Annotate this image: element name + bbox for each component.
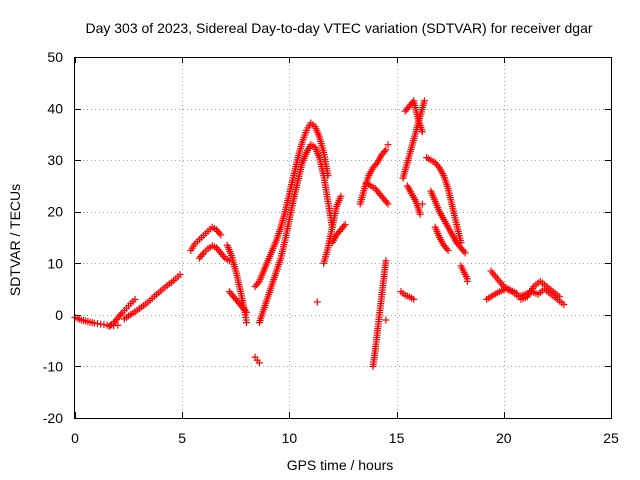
x-tick-label: 25 [603,430,619,446]
data-point [383,198,391,206]
x-tick-label: 5 [178,430,186,446]
data-point [380,148,388,156]
series-seg-b [105,295,139,330]
chart-title: Day 303 of 2023, Sidereal Day-to-day VTE… [85,20,592,36]
data-point [220,252,228,260]
data-point [410,295,418,303]
data-point [198,251,206,259]
data-point [560,301,568,309]
data-point [418,200,426,208]
series-seg-o [369,257,390,370]
data-point [243,319,251,327]
data-point [384,141,392,149]
data-point [176,271,184,279]
series-seg-s [401,97,426,136]
data-point [556,293,564,301]
data-point [341,221,349,229]
data-point [114,321,122,329]
series-seg-u [423,154,465,247]
data-point [382,146,390,154]
data-point [255,359,263,367]
y-tick-label: 30 [47,152,63,168]
series-seg-g [225,288,251,316]
grid [75,57,611,418]
plot-frame [74,57,612,419]
data-point [340,222,348,230]
series-seg-w [431,223,452,254]
data-point [434,162,442,170]
x-tick-label: 15 [389,430,405,446]
series-seg-h [251,353,263,367]
y-tick-label: 20 [47,204,63,220]
y-tick-label: -10 [43,358,63,374]
data-point [461,249,469,257]
x-tick-label: 0 [71,430,79,446]
x-axis-label: GPS time / hours [287,457,394,473]
series-seg-i [251,119,332,290]
series-seg-ab [313,200,471,306]
data-point [460,247,468,255]
data-point [241,307,249,315]
y-tick-label: 50 [47,49,63,65]
series-seg-x [457,262,471,283]
data-point [420,97,428,105]
series-seg-aa [517,277,564,303]
data-point [384,200,392,208]
data-point [444,246,452,254]
data-point [131,295,139,303]
series-seg-l [328,221,349,247]
series-seg-d [187,223,225,254]
series-seg-c [120,271,184,323]
data-points [71,97,568,370]
data-point [217,231,225,239]
series-seg-q [397,288,418,303]
series-seg-t [403,182,424,218]
data-point [372,160,380,168]
data-point [418,128,426,136]
y-tick-label: 0 [55,307,63,323]
data-point [313,298,321,306]
y-axis-label: SDTVAR / TECUs [7,184,23,296]
series-seg-e [195,242,233,265]
series-seg-v [427,187,469,257]
data-point [416,210,424,218]
data-point [215,229,223,237]
y-tick-label: 40 [47,101,63,117]
y-tick-label: -20 [43,410,63,426]
x-tick-label: 10 [282,430,298,446]
data-point [443,245,451,253]
y-tick-label: 10 [47,255,63,271]
series-seg-p [382,141,392,324]
data-point [382,316,390,324]
data-point [254,279,262,287]
x-tick-label: 20 [496,430,512,446]
data-point [463,277,471,285]
data-point [243,308,251,316]
data-point [337,192,345,200]
series-seg-n [363,179,392,208]
series-seg-k [320,192,345,267]
data-point [382,257,390,265]
data-point [117,311,125,319]
series-seg-j [255,141,336,327]
